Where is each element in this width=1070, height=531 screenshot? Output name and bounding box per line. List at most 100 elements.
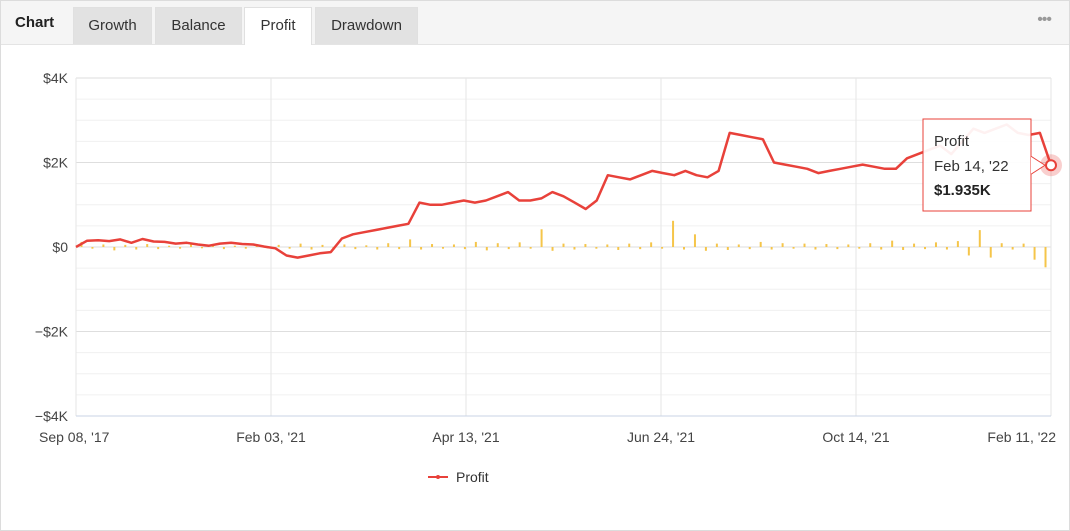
- daily-profit-bar: [1011, 247, 1014, 250]
- daily-profit-bar: [420, 247, 423, 250]
- daily-profit-bar: [770, 247, 773, 250]
- more-dots-icon[interactable]: •••: [1037, 11, 1052, 28]
- daily-profit-bar: [485, 247, 488, 251]
- legend-label-profit: Profit: [456, 469, 489, 485]
- daily-profit-bar: [967, 247, 970, 256]
- daily-profit-bar: [781, 243, 784, 247]
- daily-profit-bar: [518, 242, 521, 247]
- daily-profit-bar: [562, 243, 565, 247]
- daily-profit-bar: [945, 247, 948, 250]
- x-tick-label: Apr 13, '21: [432, 429, 499, 445]
- daily-profit-bar: [748, 247, 751, 250]
- daily-profit-bar: [913, 243, 916, 247]
- daily-profit-bar: [573, 247, 576, 250]
- daily-profit-bar: [880, 247, 883, 250]
- daily-profit-bar: [387, 243, 390, 247]
- daily-profit-bar: [628, 243, 631, 247]
- daily-profit-bar: [978, 230, 981, 247]
- daily-profit-bar: [157, 247, 160, 250]
- tab-balance[interactable]: Balance: [155, 7, 242, 44]
- daily-profit-bar: [803, 243, 806, 247]
- daily-profit-bar: [759, 241, 762, 247]
- daily-profit-bar: [343, 244, 346, 247]
- daily-profit-bar: [288, 247, 291, 249]
- daily-profit-bar: [617, 247, 620, 250]
- daily-profit-bar: [135, 247, 138, 250]
- daily-profit-bar: [113, 247, 116, 251]
- daily-profit-bar: [102, 244, 105, 247]
- daily-profit-bar: [584, 244, 587, 247]
- tab-growth[interactable]: Growth: [73, 7, 152, 44]
- daily-profit-bar: [277, 244, 280, 247]
- daily-profit-bar: [924, 247, 927, 250]
- daily-profit-bar: [726, 247, 729, 250]
- legend[interactable]: Profit: [428, 469, 489, 485]
- daily-profit-bar: [595, 247, 598, 249]
- daily-profit-bar: [792, 247, 795, 249]
- daily-profit-bar: [639, 247, 642, 250]
- daily-profit-bar: [146, 244, 149, 247]
- daily-profit-bar: [398, 247, 401, 250]
- y-tick-label: −$2K: [35, 324, 69, 340]
- daily-profit-bar: [858, 247, 861, 249]
- daily-profit-bar: [321, 244, 324, 247]
- daily-profit-bar: [179, 247, 182, 249]
- y-tick-label: −$4K: [35, 408, 69, 424]
- daily-profit-bar: [869, 243, 872, 247]
- chart-tab-title: Chart: [15, 14, 55, 31]
- tooltip-date: Feb 14, '22: [934, 158, 1009, 175]
- daily-profit-bar: [902, 247, 905, 250]
- daily-profit-bar: [693, 234, 696, 247]
- daily-profit-bar: [606, 244, 609, 247]
- daily-profit-bar: [91, 247, 94, 249]
- tab-profit[interactable]: Profit: [244, 7, 312, 45]
- daily-profit-bar: [190, 244, 193, 247]
- x-tick-label: Oct 14, '21: [822, 429, 889, 445]
- hover-point-marker[interactable]: [1045, 159, 1057, 172]
- daily-profit-bar: [891, 240, 894, 247]
- tooltip: Profit Feb 14, '22 $1.935K: [922, 118, 1046, 212]
- x-tick-label: Sep 08, '17: [39, 429, 110, 445]
- daily-profit-bar: [299, 243, 302, 247]
- daily-profit-bar: [934, 242, 937, 247]
- daily-profit-bar: [683, 247, 686, 250]
- daily-profit-bar: [1022, 243, 1025, 247]
- legend-marker-dot: [436, 475, 440, 479]
- daily-profit-bar: [200, 247, 203, 249]
- x-tick-label: Jun 24, '21: [627, 429, 695, 445]
- daily-profit-bar: [124, 244, 127, 247]
- daily-profit-bar: [704, 247, 707, 251]
- daily-profit-bar: [551, 247, 554, 251]
- daily-profit-bar: [672, 220, 675, 247]
- x-tick-label: Feb 03, '21: [236, 429, 306, 445]
- daily-profit-bar: [1000, 243, 1003, 247]
- daily-profit-bar: [441, 247, 444, 249]
- daily-profit-bar: [463, 247, 466, 250]
- daily-profit-bar: [452, 244, 455, 247]
- tab-bar: Chart Growth Balance Profit Drawdown •••: [1, 1, 1069, 45]
- daily-profit-bar: [168, 245, 171, 247]
- daily-profit-bar: [737, 244, 740, 247]
- daily-profit-bar: [474, 241, 477, 247]
- daily-profit-bar: [507, 247, 510, 250]
- daily-profit-bars: [80, 220, 1047, 268]
- daily-profit-bar: [847, 244, 850, 247]
- daily-profit-bar: [989, 247, 992, 258]
- tooltip-value: $1.935K: [934, 182, 991, 199]
- daily-profit-bar: [310, 247, 313, 250]
- tooltip-box: [922, 118, 1032, 212]
- daily-profit-bar: [354, 247, 357, 250]
- daily-profit-bar: [1033, 247, 1036, 260]
- daily-profit-bar: [431, 244, 434, 247]
- daily-profit-bar: [836, 247, 839, 250]
- daily-profit-bar: [661, 247, 664, 249]
- y-axis: $4K $2K $0 −$2K −$4K: [35, 70, 69, 424]
- profit-series-line[interactable]: [75, 123, 1053, 259]
- daily-profit-bar: [529, 247, 532, 249]
- x-tick-label: Feb 11, '22: [987, 429, 1056, 445]
- daily-profit-bar: [956, 241, 959, 247]
- daily-profit-bar: [814, 247, 817, 250]
- tab-drawdown[interactable]: Drawdown: [315, 7, 418, 44]
